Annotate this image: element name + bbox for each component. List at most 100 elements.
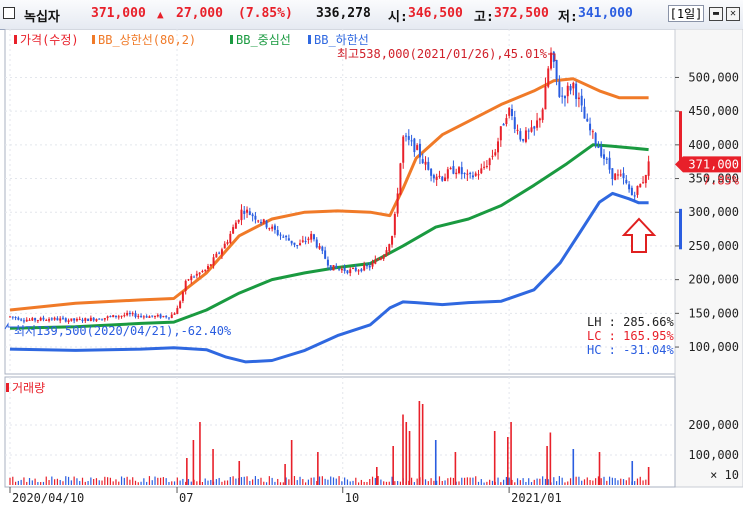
candle-up xyxy=(215,253,218,258)
volume-bar xyxy=(257,479,259,485)
candle-up xyxy=(190,276,193,281)
volume-bar xyxy=(430,478,432,485)
candle-down xyxy=(315,239,318,248)
price-y-tick-label: 300,000 xyxy=(688,205,739,219)
volume-bar xyxy=(416,478,418,485)
volume-bar xyxy=(240,477,243,485)
current-price: 371,000 xyxy=(91,6,146,21)
candle-up xyxy=(424,161,427,165)
candle-up xyxy=(485,165,488,167)
candle-up xyxy=(195,273,198,276)
volume-bar xyxy=(120,476,123,485)
volume-bar xyxy=(575,476,577,485)
candle-down xyxy=(558,81,561,97)
volume-bar xyxy=(639,476,641,485)
volume-bar xyxy=(600,478,602,485)
candle-down xyxy=(471,175,474,178)
volume-bar xyxy=(168,482,170,485)
candle-up xyxy=(536,120,539,128)
volume-bar xyxy=(533,479,535,485)
lc-stat: LC : 165.95% xyxy=(587,329,674,343)
candle-down xyxy=(555,60,558,80)
candle-down xyxy=(165,316,168,318)
low-price: 341,000 xyxy=(578,6,633,21)
volume-bar xyxy=(500,482,502,485)
volume-bar xyxy=(67,476,70,485)
volume-bar xyxy=(511,479,513,485)
candle-up xyxy=(566,85,569,97)
candle-down xyxy=(14,317,17,319)
volume-bar xyxy=(59,479,61,485)
candle-up xyxy=(385,250,388,256)
candle-up xyxy=(184,280,187,292)
legend-marker xyxy=(308,35,311,44)
price-y-tick-label: 500,000 xyxy=(688,70,739,84)
candle-up xyxy=(106,316,109,319)
volume-bar xyxy=(263,481,265,485)
volume-bar xyxy=(355,477,357,485)
candle-up xyxy=(446,169,449,179)
volume-bar xyxy=(293,476,296,485)
candle-up xyxy=(181,291,184,301)
volume-bar xyxy=(12,476,14,485)
candle-up xyxy=(123,315,126,317)
candle-up xyxy=(240,209,243,221)
volume-bar xyxy=(625,480,627,485)
volume-bar xyxy=(115,479,117,485)
volume-y-tick-label: 100,000 xyxy=(688,448,739,462)
candle-down xyxy=(603,154,606,159)
candle-down xyxy=(167,317,170,319)
volume-bar xyxy=(360,479,362,485)
checkbox-icon[interactable] xyxy=(3,7,15,19)
volume-bar xyxy=(288,479,290,485)
candle-up xyxy=(438,175,441,177)
close-icon[interactable]: ✕ xyxy=(726,7,740,21)
candle-down xyxy=(243,210,246,214)
volume-bar xyxy=(592,480,594,485)
volume-bar xyxy=(204,478,206,485)
min-price-label: 최저139,500(2020/04/21),-62.40% xyxy=(14,324,232,338)
volume-bar xyxy=(589,479,591,485)
volume-spike-bar xyxy=(192,440,195,485)
candle-up xyxy=(179,301,182,309)
lh-stat: LH : 285.66% xyxy=(587,315,674,329)
volume-plot-area xyxy=(4,376,676,488)
volume-bar xyxy=(215,479,217,485)
volume-bar xyxy=(254,476,257,485)
volume-bar xyxy=(424,479,427,485)
minimize-icon[interactable]: ▬ xyxy=(709,7,723,21)
volume-bar xyxy=(23,477,25,485)
candle-down xyxy=(441,176,444,181)
period-selector[interactable]: [1일] xyxy=(668,5,704,22)
max-price-pointer xyxy=(548,53,556,61)
volume-bar xyxy=(385,481,388,485)
price-y-tick-label: 100,000 xyxy=(688,340,739,354)
candle-up xyxy=(187,279,190,281)
candle-down xyxy=(73,318,76,321)
volume-bar xyxy=(332,477,335,485)
candle-down xyxy=(594,133,597,145)
volume-bar xyxy=(542,476,544,485)
candle-up xyxy=(9,316,11,318)
volume-spike-bar xyxy=(549,432,552,485)
candle-down xyxy=(354,267,357,271)
candle-down xyxy=(193,276,196,278)
candle-down xyxy=(600,146,603,157)
candle-down xyxy=(513,117,516,130)
candle-up xyxy=(399,163,402,195)
candle-down xyxy=(427,161,430,170)
volume-bar xyxy=(480,479,482,485)
candle-up xyxy=(126,312,129,316)
candle-down xyxy=(519,131,522,140)
candle-up xyxy=(301,240,304,242)
candle-up xyxy=(226,242,229,244)
volume-bar xyxy=(182,478,184,485)
price-panel: 100,000 150,000 200,000 250,000 300,000 350,0… xyxy=(4,29,743,488)
volume-bar xyxy=(444,480,446,485)
candle-up xyxy=(435,176,438,180)
price-change: 27,000 xyxy=(176,6,223,21)
high-price: 372,500 xyxy=(494,6,549,21)
candle-up xyxy=(36,320,39,322)
candle-down xyxy=(343,267,346,271)
candle-down xyxy=(287,238,290,241)
